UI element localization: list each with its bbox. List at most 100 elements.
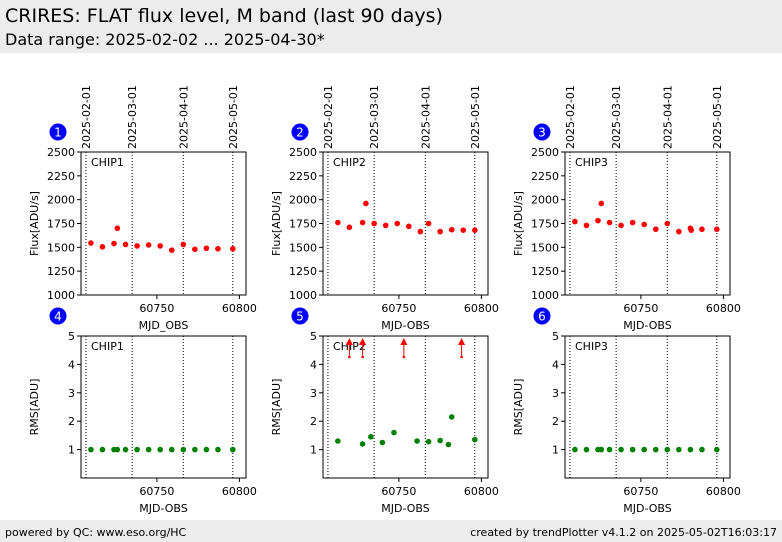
data-point <box>676 228 682 235</box>
data-point <box>335 219 341 226</box>
data-point <box>192 446 198 453</box>
y-tick-label: 1 <box>68 444 75 457</box>
x-tick-label: 60750 <box>623 302 658 315</box>
date-label: 2025-05-01 <box>469 85 482 149</box>
data-point <box>699 226 705 233</box>
data-point <box>664 220 671 227</box>
data-point <box>641 221 647 228</box>
chip-label: CHIP2 <box>333 156 366 169</box>
x-tick-label: 60800 <box>222 302 257 315</box>
y-tick-label: 2500 <box>47 146 75 159</box>
data-point <box>629 219 636 226</box>
data-point <box>595 217 601 224</box>
y-axis-label: Flux[ADU/s] <box>28 191 41 256</box>
data-point <box>114 225 121 232</box>
y-tick-label: 1750 <box>47 218 75 231</box>
panel-badge <box>291 123 309 141</box>
data-point <box>379 439 386 446</box>
data-point <box>437 437 443 444</box>
y-tick-label: 2000 <box>531 194 559 207</box>
data-point <box>676 446 682 453</box>
data-point <box>572 218 578 225</box>
outlier-arrow-base <box>460 355 463 359</box>
y-tick-label: 5 <box>310 330 317 343</box>
panel-badge <box>49 307 67 325</box>
panel-badge-number: 2 <box>296 126 304 140</box>
x-axis-label: MJD_OBS <box>139 319 189 332</box>
data-point <box>346 224 353 231</box>
data-point <box>714 446 720 453</box>
y-tick-label: 2 <box>68 415 75 428</box>
data-point <box>606 446 613 453</box>
outlier-arrow-base <box>361 355 364 359</box>
y-tick-label: 5 <box>68 330 75 343</box>
outlier-arrow <box>400 338 408 345</box>
data-point <box>437 228 443 235</box>
data-point <box>572 446 578 453</box>
panel-badge <box>533 307 551 325</box>
x-tick-label: 60750 <box>623 485 658 498</box>
data-point <box>618 446 624 453</box>
data-point <box>157 446 163 453</box>
panel-badge-number: 1 <box>54 126 62 140</box>
date-label: 2025-05-01 <box>227 85 240 149</box>
y-tick-label: 4 <box>68 358 75 371</box>
chart-panel-2: 1000 1250 1500 1750 2000 2250 2500 60750 60800 MJ… <box>270 85 499 332</box>
y-tick-label: 1000 <box>289 289 317 302</box>
panel-badge <box>291 307 309 325</box>
data-point <box>363 200 369 207</box>
y-tick-label: 1500 <box>47 241 75 254</box>
panel-badge-number: 6 <box>538 310 546 324</box>
outlier-arrow <box>359 338 367 345</box>
y-tick-label: 1250 <box>47 265 75 278</box>
data-point <box>394 220 401 227</box>
y-tick-label: 3 <box>310 387 317 400</box>
data-point <box>230 245 236 252</box>
chip-label: CHIP1 <box>91 156 124 169</box>
y-tick-label: 2500 <box>289 146 317 159</box>
y-tick-label: 2 <box>552 415 559 428</box>
data-point <box>391 429 397 436</box>
y-tick-label: 2250 <box>531 170 559 183</box>
chip-label: CHIP1 <box>91 340 124 353</box>
data-point <box>215 446 221 453</box>
data-point <box>134 243 140 249</box>
data-point <box>382 222 389 229</box>
data-point <box>445 441 452 448</box>
data-point <box>472 436 478 443</box>
date-label: 2025-04-01 <box>177 85 190 149</box>
date-label: 2025-02-01 <box>80 85 93 149</box>
data-point <box>203 245 210 252</box>
y-tick-label: 4 <box>310 358 317 371</box>
chip-label: CHIP3 <box>575 340 608 353</box>
outlier-arrow-base <box>348 355 351 359</box>
y-tick-label: 4 <box>552 358 559 371</box>
data-point <box>99 446 106 453</box>
x-axis-label: MJD-OBS <box>623 319 671 332</box>
page-title: CRIRES: FLAT flux level, M band (last 90… <box>5 5 443 27</box>
data-point <box>368 434 374 440</box>
data-point <box>168 446 175 453</box>
y-tick-label: 1750 <box>289 218 317 231</box>
y-tick-label: 1250 <box>289 265 317 278</box>
y-axis-label: RMS[ADU] <box>270 379 283 436</box>
y-tick-label: 2250 <box>289 170 317 183</box>
report-header: CRIRES: FLAT flux level, M band (last 90… <box>0 0 782 53</box>
date-label: 2025-04-01 <box>419 85 432 149</box>
data-point <box>88 446 94 453</box>
data-point <box>111 240 117 247</box>
x-tick-label: 60750 <box>381 485 416 498</box>
data-point <box>230 446 236 453</box>
data-point <box>145 446 152 453</box>
data-point <box>652 226 659 233</box>
data-point <box>448 414 455 420</box>
date-label: 2025-03-01 <box>368 85 381 149</box>
y-tick-label: 5 <box>552 330 559 343</box>
data-point <box>598 446 605 453</box>
y-tick-label: 2000 <box>289 194 317 207</box>
plot-frame <box>80 151 247 296</box>
x-tick-label: 60800 <box>706 485 741 498</box>
data-point <box>180 446 187 453</box>
panel-badge-number: 5 <box>296 310 304 324</box>
